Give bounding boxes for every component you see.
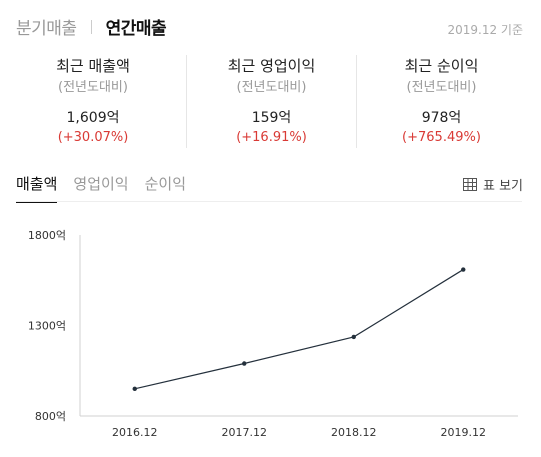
metric-net-income: 최근 순이익 (전년도대비) 978억 (+765.49%) — [356, 55, 526, 148]
x-tick-label: 2017.12 — [222, 426, 268, 439]
data-point — [351, 334, 356, 340]
sales-line-chart: 800억 1300억 1800억 2016.12 2017.12 2018.12 2019.… — [28, 229, 518, 439]
tab-net-income[interactable]: 순이익 — [144, 175, 187, 193]
y-tick-label: 1300억 — [28, 320, 66, 333]
tab-separator — [90, 19, 92, 34]
table-icon — [462, 178, 477, 191]
x-tick-label: 2019.12 — [441, 426, 487, 439]
metric-subtitle: (전년도대비) — [236, 80, 307, 95]
tab-divider — [16, 201, 522, 202]
chart-metric-tabs: 매출액 영업이익 순이익 — [16, 173, 202, 203]
metric-change: (+16.91%) — [236, 130, 307, 145]
data-point — [242, 361, 247, 366]
metric-subtitle: (전년도대비) — [58, 80, 128, 95]
metric-value: 159억 — [251, 110, 292, 126]
metric-operating-profit: 최근 영업이익 (전년도대비) 159억 (+16.91%) — [186, 55, 356, 148]
x-tick-label: 2018.12 — [331, 426, 377, 439]
metric-title: 최근 매출액 — [56, 57, 130, 75]
as-of-date: 2019.12 기준 — [447, 23, 523, 37]
data-point — [461, 267, 466, 272]
view-table-label: 표 보기 — [482, 179, 523, 194]
tab-operating-profit[interactable]: 영업이익 — [73, 175, 129, 193]
period-tabs: 분기매출 연간매출 — [16, 14, 167, 39]
metric-subtitle: (전년도대비) — [406, 80, 477, 95]
metric-value: 1,609억 — [66, 110, 120, 126]
metrics-summary: 최근 매출액 (전년도대비) 1,609억 (+30.07%) 최근 영업이익 … — [0, 55, 541, 148]
tab-annual-sales[interactable]: 연간매출 — [105, 19, 167, 39]
x-tick-label: 2016.12 — [112, 426, 158, 439]
metric-title: 최근 영업이익 — [227, 57, 316, 75]
y-tick-label: 800억 — [35, 410, 66, 423]
metric-change: (+30.07%) — [57, 130, 129, 145]
data-point — [132, 386, 137, 392]
view-table-button[interactable]: 표 보기 — [462, 175, 523, 194]
y-tick-label: 1800억 — [28, 229, 66, 242]
metric-sales: 최근 매출액 (전년도대비) 1,609억 (+30.07%) — [0, 55, 186, 148]
tab-quarterly-sales[interactable]: 분기매출 — [16, 19, 77, 39]
metric-value: 978억 — [421, 110, 462, 126]
metric-change: (+765.49%) — [402, 130, 481, 145]
tab-sales[interactable]: 매출액 — [16, 173, 58, 203]
metric-title: 최근 순이익 — [404, 57, 479, 75]
sales-series-line — [134, 269, 464, 390]
